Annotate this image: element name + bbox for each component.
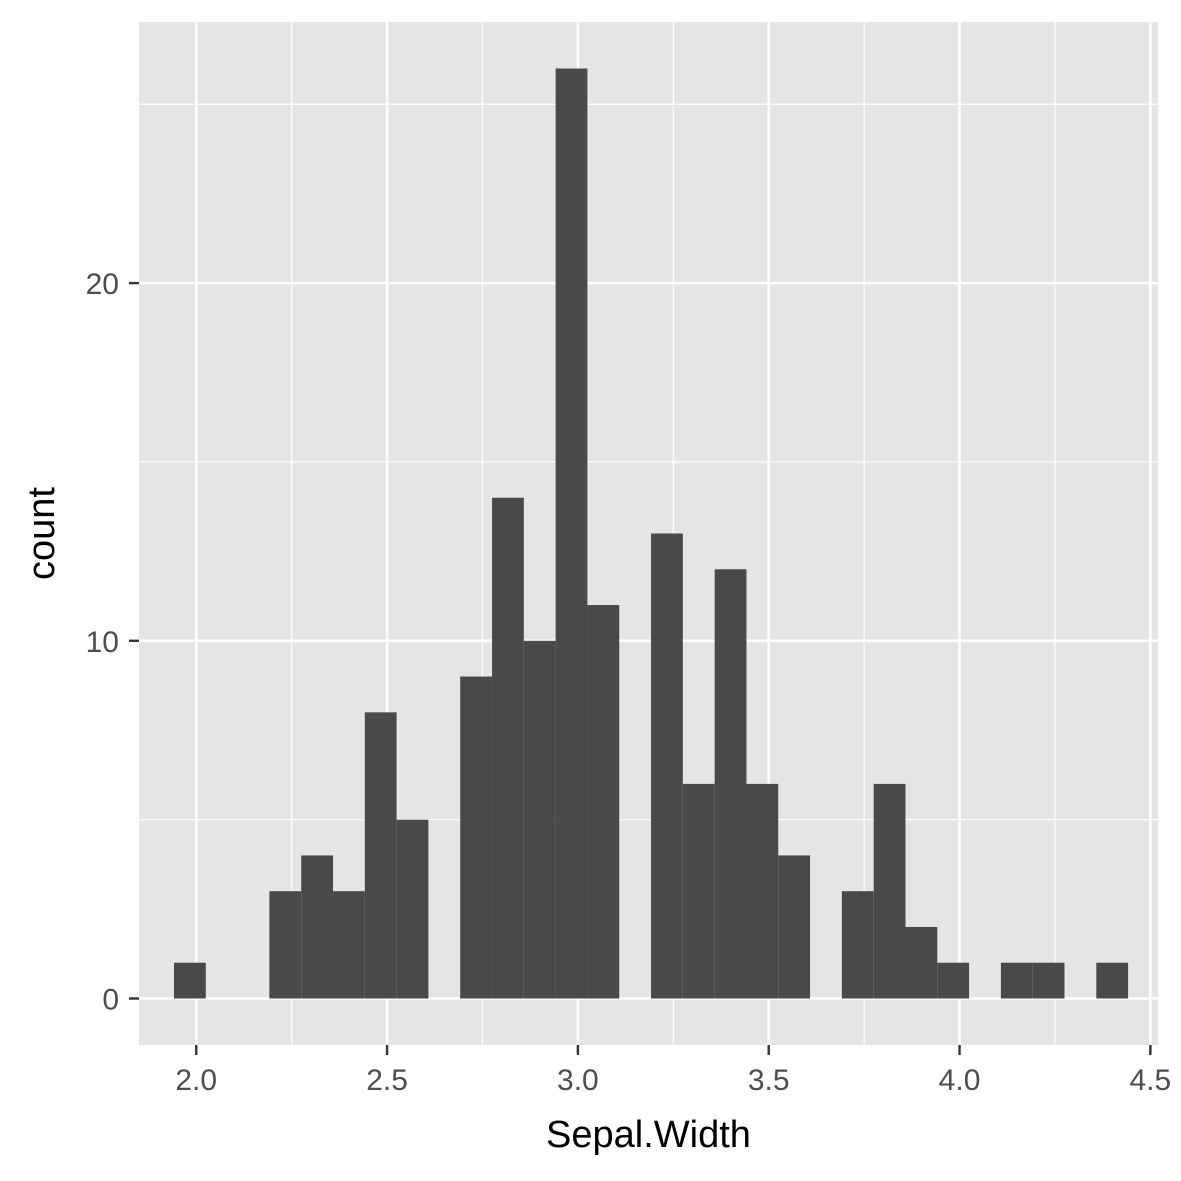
y-axis: 0 10 20 [86, 268, 139, 1017]
histogram-bar [778, 855, 811, 999]
histogram-bars [173, 68, 1129, 999]
histogram-bar [1096, 962, 1129, 999]
x-tick-label: 3.5 [748, 1064, 790, 1097]
histogram-bar [937, 962, 970, 999]
histogram-bar [460, 676, 493, 999]
histogram-bar [523, 640, 556, 999]
histogram-bar [333, 891, 365, 999]
histogram-bar [841, 891, 874, 999]
histogram-bar [714, 569, 747, 999]
histogram-bar [682, 783, 715, 999]
y-tick-label: 20 [86, 268, 119, 301]
histogram-bar [746, 783, 779, 999]
x-tick-label: 2.5 [366, 1064, 408, 1097]
histogram-bar [173, 962, 206, 999]
histogram-bar [396, 819, 429, 999]
x-tick-label: 3.0 [557, 1064, 599, 1097]
histogram-bar [587, 605, 620, 999]
y-axis-title: count [21, 487, 63, 580]
histogram-bar [364, 712, 397, 999]
x-tick-label: 2.0 [175, 1064, 217, 1097]
histogram-bar [651, 533, 683, 999]
x-tick-label: 4.0 [939, 1064, 981, 1097]
histogram-bar [269, 891, 302, 999]
x-axis-title: Sepal.Width [546, 1114, 751, 1156]
histogram-bar [873, 783, 906, 999]
histogram-bar [492, 497, 524, 999]
histogram-bar [555, 68, 588, 999]
histogram-bar [1032, 962, 1065, 999]
histogram-bar [1000, 962, 1033, 999]
x-axis: 2.0 2.5 3.0 3.5 4.0 4.5 [175, 1045, 1171, 1097]
y-tick-label: 10 [86, 626, 119, 659]
y-tick-label: 0 [102, 984, 119, 1017]
histogram-bar [301, 855, 334, 999]
histogram-bar [905, 926, 938, 999]
x-tick-label: 4.5 [1130, 1064, 1172, 1097]
